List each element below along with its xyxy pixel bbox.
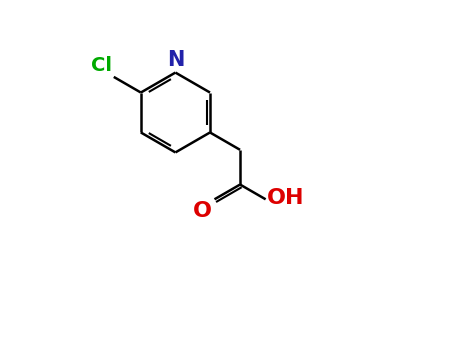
Text: OH: OH [268, 188, 305, 208]
Text: Cl: Cl [91, 56, 112, 75]
Text: O: O [193, 201, 212, 221]
Text: N: N [167, 50, 184, 70]
